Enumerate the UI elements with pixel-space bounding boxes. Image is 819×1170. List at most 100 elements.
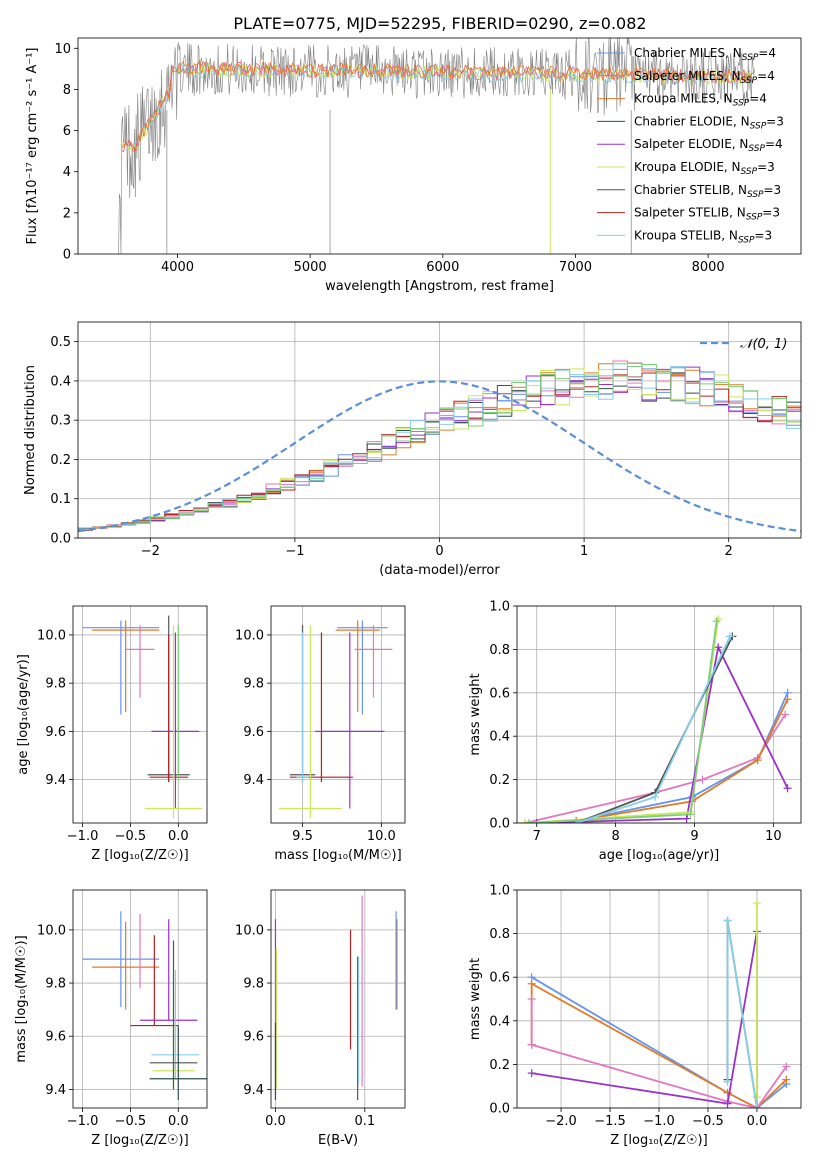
- spectrum-frame: [77, 37, 802, 255]
- mass_vs_Z-xlabel: Z [log₁₀(Z/Z☉)]: [91, 1133, 188, 1148]
- age_vs_mass-tick-label-y: 9.6: [243, 725, 264, 740]
- age_vs_Z-ylabel: age [log₁₀(age/yr)]: [16, 654, 31, 775]
- massweight_vs_age-frame: [516, 605, 802, 824]
- mass-vs-ebv-panel: 0.0 0.1 9.4 9.6 9.8 10.0 E(B-V): [235, 889, 406, 1148]
- legend-entry: Kroupa MILES, NSSP=4: [634, 92, 767, 109]
- histogram-step-series: [78, 362, 801, 530]
- age_vs_mass-plot-area: [278, 620, 393, 819]
- massweight_vs_Z-frame: [516, 889, 802, 1109]
- mass-weight-marker: [527, 1069, 536, 1078]
- massweight_vs_Z-tick-label-y: 0.2: [489, 1058, 510, 1073]
- age_vs_mass-tick-label-x: 9.5: [292, 829, 313, 844]
- mass_vs_ebv-tick-label-y: 9.6: [243, 1030, 264, 1045]
- mass_vs_ebv-tick-label-y: 10.0: [235, 923, 264, 938]
- residuals-tick-label-y: 0.1: [50, 492, 71, 507]
- age_vs_Z-plot-area: [82, 615, 203, 819]
- legend-entry: Salpeter MILES, NSSP=4: [634, 69, 775, 86]
- massweight_vs_age-tick-label-y: 1.0: [489, 600, 510, 615]
- spectrum-tick-label-x: 6000: [426, 260, 459, 275]
- massweight_vs_Z-tick-label-x: −1.0: [643, 1114, 675, 1129]
- massweight_vs_Z-tick-label-y: 0.4: [489, 1014, 510, 1029]
- mass-weight-series-line: [575, 635, 731, 823]
- massweight_vs_Z-tick-label-y: 1.0: [489, 884, 510, 899]
- mass-weight-marker: [527, 995, 536, 1003]
- mass_vs_ebv-plot-area: [274, 895, 398, 1101]
- histogram-step-series: [78, 362, 801, 531]
- histogram-step-series: [78, 363, 801, 531]
- massweight_vs_age-plot-area: [520, 615, 792, 823]
- legend-entry: Kroupa STELIB, NSSP=3: [634, 228, 772, 245]
- figure-title: PLATE=0775, MJD=52295, FIBERID=0290, z=0…: [233, 14, 646, 33]
- mass-weight-marker: [782, 1075, 791, 1084]
- massweight_vs_age-tick-label-x: 9: [690, 829, 698, 844]
- mass-weight-marker: [752, 1093, 761, 1102]
- histogram-step-series: [78, 363, 801, 530]
- massweight_vs_age-tick-label-y: 0.0: [489, 817, 510, 832]
- massweight_vs_Z-tick-label-x: −0.5: [692, 1114, 724, 1129]
- errorbar-point: [151, 969, 200, 1079]
- massweight_vs_Z-tick-label-y: 0.6: [489, 971, 510, 986]
- errorbar-point: [335, 620, 380, 713]
- mass-weight-vs-metallicity-panel: −2.0 −1.5 −1.0 −0.5 0.0 0.0 0.2 0.4 0.6 0.8 1.0 Z […: [468, 884, 802, 1148]
- histogram-step-series: [78, 372, 801, 531]
- massweight_vs_age-tick-label-y: 0.6: [489, 686, 510, 701]
- residuals-tick-label-y: 0.0: [50, 532, 71, 547]
- mass_vs_ebv-tick-label-x: 0.0: [265, 1114, 286, 1129]
- age_vs_Z-tick-label-y: 9.4: [45, 773, 66, 788]
- mass_vs_Z-tick-label-x: 0.0: [168, 1114, 189, 1129]
- age_vs_Z-tick-label-x: 0.0: [168, 829, 189, 844]
- residuals-tick-label-x: −1: [285, 544, 304, 559]
- mass-weight-series-line: [536, 644, 789, 823]
- mass-weight-marker: [781, 710, 790, 719]
- residuals-tick-label-x: 0: [435, 544, 443, 559]
- mass_vs_Z-tick-label-x: −1.0: [67, 1114, 99, 1129]
- mass-weight-marker: [698, 775, 707, 784]
- mass-weight-marker: [714, 615, 723, 624]
- mass-weight-marker: [753, 756, 762, 765]
- errorbar-point: [82, 911, 160, 1007]
- age_vs_Z-tick-label-y: 9.8: [45, 677, 66, 692]
- spectrum-model-line: [121, 59, 754, 152]
- age_vs_mass-xlabel: mass [log₁₀(M/M☉)]: [274, 848, 401, 863]
- age_vs_mass-grid: [271, 606, 405, 823]
- mass-weight-marker: [783, 695, 792, 704]
- mass_vs_Z-tick-label-y: 9.6: [45, 1030, 66, 1045]
- errorbar-point: [354, 625, 393, 698]
- massweight_vs_age-tick-label-y: 0.8: [489, 643, 510, 658]
- mass-weight-marker: [520, 819, 529, 823]
- residuals-tick-label-x: 1: [580, 544, 588, 559]
- normal-legend-label: 𝒩(0, 1): [740, 337, 787, 352]
- massweight_vs_Z-plot-area: [527, 899, 791, 1108]
- residual-histogram-panel: −2 −1 0 1 2 0.0 0.1 0.2 0.3 0.4 0.5 (data-model)/er…: [23, 321, 802, 578]
- errorbar-point: [289, 632, 353, 783]
- spectrum-tick-label-x: 8000: [692, 260, 725, 275]
- age_vs_mass-tick-label-y: 9.4: [243, 773, 264, 788]
- errorbar-point: [296, 632, 309, 783]
- mass_vs_Z-frame: [72, 889, 208, 1109]
- legend-entry: Salpeter ELODIE, NSSP=4: [634, 137, 783, 154]
- mass_vs_Z-ylabel: mass [log₁₀(M/M☉)]: [14, 935, 29, 1062]
- errorbar-point: [140, 919, 198, 1021]
- spectrum-legend: Chabrier MILES, NSSP=4 Salpeter MILES, NS…: [597, 46, 784, 245]
- residuals-xlabel: (data-model)/error: [379, 563, 500, 578]
- massweight_vs_Z-tick-label-x: −2.0: [545, 1114, 577, 1129]
- age_vs_mass-tick-label-y: 10.0: [235, 628, 264, 643]
- errorbar-point: [315, 632, 385, 809]
- massweight_vs_Z-tick-label-x: −1.5: [594, 1114, 626, 1129]
- errorbar-point: [149, 634, 188, 783]
- spectrum-tick-label-x: 5000: [294, 260, 327, 275]
- errorbar-point: [151, 632, 200, 809]
- histogram-step-series: [78, 366, 801, 531]
- age_vs_Z-tick-label-x: −1.0: [67, 829, 99, 844]
- residuals-tick-label-y: 0.4: [50, 374, 71, 389]
- errorbar-point: [337, 620, 388, 715]
- residuals-tick-label-x: −2: [141, 544, 160, 559]
- age_vs_Z-tick-label-y: 10.0: [37, 628, 66, 643]
- normal-distribution-curve: [78, 380, 801, 533]
- spectrum-tick-label-y: 2: [63, 206, 71, 221]
- massweight_vs_age-tick-label-x: 10: [765, 829, 782, 844]
- age-vs-metallicity-panel: −1.0 −0.5 0.0 9.4 9.6 9.8 10.0 Z [log₁₀(Z/Z☉)] a…: [16, 605, 208, 863]
- spectrum-plot-area: [117, 38, 755, 254]
- errorbar-point: [82, 620, 160, 715]
